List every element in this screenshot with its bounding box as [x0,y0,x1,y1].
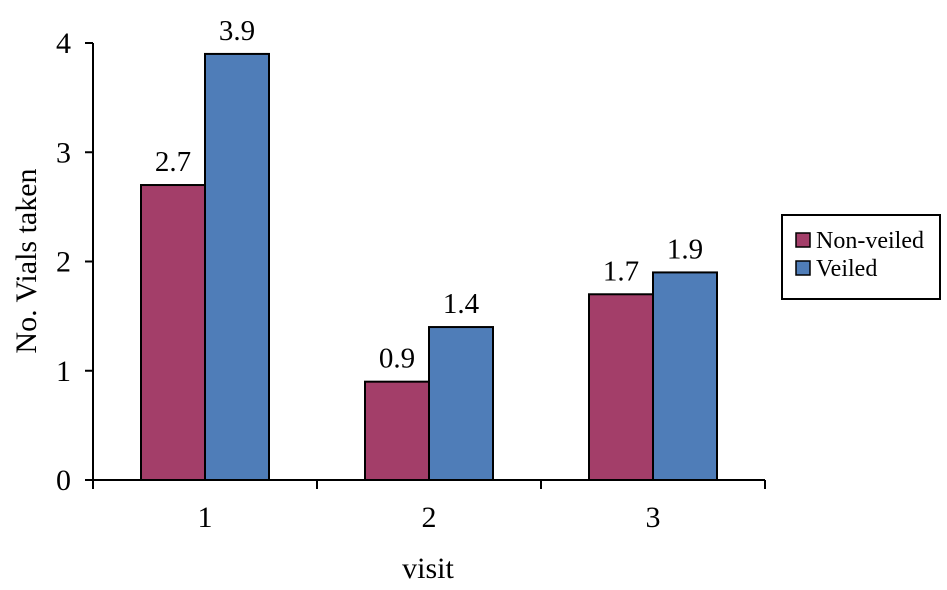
legend-swatch-veiled [795,260,811,276]
legend-label-non-veiled: Non-veiled [816,228,924,254]
y-tick-label: 2 [56,246,71,279]
data-label-veiled-visit-3: 1.9 [667,233,703,265]
bar-non-veiled-visit-3 [588,293,654,481]
x-tick-label: 3 [646,501,661,534]
data-label-veiled-visit-1: 3.9 [219,15,255,47]
data-labels: 2.7 3.9 0.9 1.4 1.7 1.9 [155,15,703,375]
bar-veiled-visit-3 [652,271,718,481]
bar-veiled-visit-2 [428,326,494,481]
x-tick-label: 1 [198,501,213,534]
data-label-veiled-visit-2: 1.4 [443,288,480,320]
bar-non-veiled-visit-2 [364,380,430,481]
y-axis-title: No. Vials taken [10,168,43,353]
y-tick-label: 3 [56,136,71,169]
legend: Non-veiled Veiled [781,214,941,300]
y-tick-label: 0 [56,464,71,497]
data-label-non-veiled-visit-3: 1.7 [603,255,639,287]
y-axis-ticks: 0 1 2 3 4 [56,27,93,497]
x-axis-title: visit [402,552,454,585]
bar-non-veiled-visit-1 [140,184,206,481]
data-label-non-veiled-visit-1: 2.7 [155,146,191,178]
data-label-non-veiled-visit-2: 0.9 [379,343,415,375]
bars [140,52,718,482]
x-tick-label: 2 [422,501,437,534]
legend-swatch-non-veiled [795,232,811,248]
y-tick-label: 4 [56,27,71,60]
x-axis-ticks: 1 2 3 [92,480,766,534]
legend-label-veiled: Veiled [816,256,877,282]
legend-box [781,214,941,300]
y-tick-label: 1 [56,355,71,388]
bar-veiled-visit-1 [204,52,270,482]
